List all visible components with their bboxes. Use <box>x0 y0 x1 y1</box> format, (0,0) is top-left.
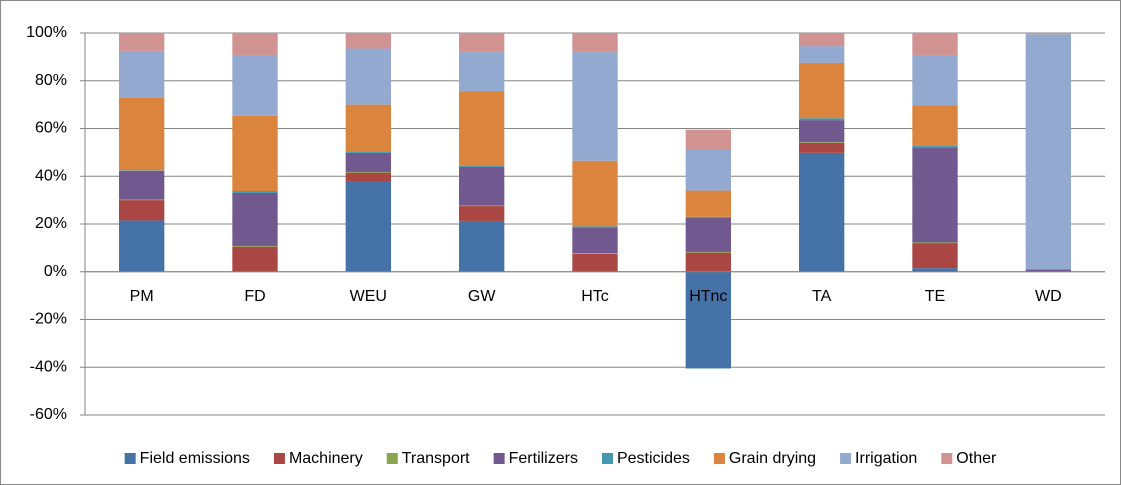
legend-label: Fertilizers <box>509 450 578 467</box>
bar-segment <box>459 220 505 272</box>
bar-segment <box>459 165 505 167</box>
bar-segment <box>799 62 845 119</box>
bar-segment <box>1025 34 1071 270</box>
bar-segment <box>912 145 958 148</box>
bar-segment <box>685 190 731 217</box>
bar-segment <box>459 33 505 53</box>
bar-segment <box>912 147 958 243</box>
bar-segment <box>572 227 618 254</box>
bar-segment <box>572 253 618 272</box>
bar-segment <box>459 166 505 206</box>
bar-segment <box>119 220 165 272</box>
bar-segment <box>119 50 165 98</box>
legend-swatch <box>941 453 953 464</box>
x-tick-label: GW <box>468 288 496 305</box>
bar-segment <box>912 243 958 269</box>
x-tick-label: TE <box>925 288 945 305</box>
bar-segment <box>685 216 731 219</box>
bar-segment <box>345 104 391 152</box>
bar-segment <box>232 245 278 247</box>
bar-segment <box>119 200 165 221</box>
x-tick-label: FD <box>244 288 265 305</box>
bar-segment <box>232 192 278 246</box>
y-tick-label: 60% <box>35 120 67 137</box>
bar-segment <box>119 199 165 201</box>
bar-segment <box>459 206 505 221</box>
bar-segment <box>232 191 278 193</box>
bar-segment <box>799 152 845 272</box>
legend-label: Grain drying <box>729 450 816 467</box>
y-tick-label: 40% <box>35 167 67 184</box>
x-tick-label: HTnc <box>689 288 727 305</box>
bar-segment <box>685 252 731 272</box>
legend-label: Irrigation <box>855 450 917 467</box>
y-tick-label: 20% <box>35 215 67 232</box>
bar-segment <box>912 242 958 244</box>
bar-segment <box>685 271 731 369</box>
bar-segment <box>685 129 731 150</box>
bar-segment <box>232 54 278 116</box>
bar-segment <box>572 160 618 227</box>
bar-segment <box>119 33 165 51</box>
legend-label: Other <box>956 450 997 467</box>
bar-segment <box>912 33 958 55</box>
legend-swatch <box>386 453 398 464</box>
y-tick-label: 80% <box>35 72 67 89</box>
y-tick-label: -60% <box>30 406 67 423</box>
bar-segment <box>799 142 845 143</box>
bar-segment <box>1025 269 1071 272</box>
bar-segment <box>912 54 958 106</box>
y-tick-label: 100% <box>26 24 67 41</box>
bar-segment <box>799 46 845 63</box>
bar-segment <box>345 181 391 272</box>
legend-swatch <box>601 453 613 464</box>
bar-segment <box>345 151 391 153</box>
bar-segment <box>572 253 618 254</box>
legend-swatch <box>713 453 725 464</box>
bar-segment <box>345 48 391 105</box>
bar-segment <box>459 52 505 92</box>
bar-segment <box>345 33 391 49</box>
bar-segment <box>345 152 391 172</box>
bar-segment <box>685 149 731 191</box>
bar-segment <box>232 115 278 192</box>
bar-segment <box>459 91 505 166</box>
bar-segment <box>345 171 391 173</box>
bar-segment <box>119 170 165 200</box>
bar-segment <box>232 33 278 55</box>
bar-segment <box>912 105 958 146</box>
y-tick-label: -40% <box>30 358 67 375</box>
x-tick-label: TA <box>812 288 832 305</box>
bar-segment <box>799 142 845 153</box>
legend-label: Transport <box>402 450 470 467</box>
bar-segment <box>1025 33 1071 35</box>
x-tick-label: WD <box>1035 288 1062 305</box>
legend-label: Pesticides <box>617 450 690 467</box>
bar-segment <box>799 118 845 121</box>
bar-segment <box>572 52 618 161</box>
bar-segment <box>572 226 618 228</box>
x-tick-label: HTc <box>581 288 609 305</box>
bar-segment <box>119 97 165 171</box>
legend-swatch <box>273 453 285 464</box>
bar-segment <box>232 246 278 272</box>
bar-segment <box>685 218 731 252</box>
x-tick-label: WEU <box>350 288 387 305</box>
legend-swatch <box>124 453 136 464</box>
bar-segment <box>912 268 958 272</box>
bar-segment <box>572 33 618 53</box>
legend-swatch <box>840 453 852 464</box>
bar-segment <box>799 120 845 143</box>
legend-label: Field emissions <box>140 450 250 467</box>
legend-label: Machinery <box>289 450 363 467</box>
bar-segment <box>799 33 845 47</box>
bar-segment <box>345 172 391 182</box>
y-tick-label: -20% <box>30 311 67 328</box>
bar-segment <box>459 205 505 207</box>
y-tick-label: 0% <box>44 263 67 280</box>
x-tick-label: PM <box>130 288 154 305</box>
bar-segment <box>685 251 731 253</box>
legend-swatch <box>493 453 505 464</box>
